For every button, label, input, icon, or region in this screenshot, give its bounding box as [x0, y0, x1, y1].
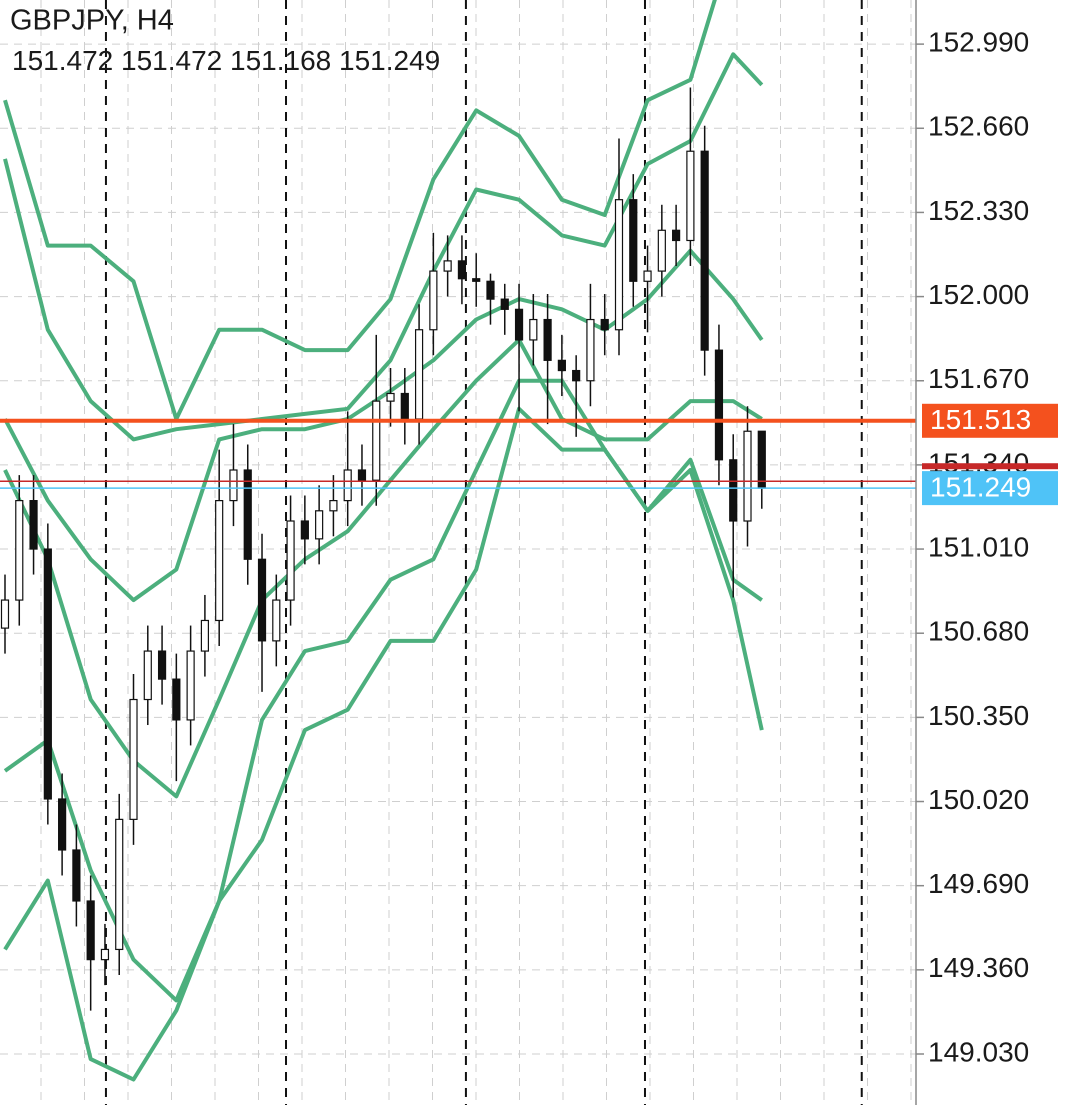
ohlc-close: 151.249	[339, 45, 440, 76]
candle-body	[315, 510, 324, 540]
price-marker	[922, 463, 1058, 470]
price-lines	[0, 418, 916, 489]
candle-body	[186, 650, 195, 721]
price-label: 151.513	[930, 404, 1031, 435]
candle-body	[686, 150, 695, 242]
price-axis: 149.030 149.360 149.690 150.020 150.350 150.6…	[916, 27, 1029, 1067]
candle-body	[0, 599, 10, 629]
price-labels: 151.513 151.249	[922, 403, 1058, 506]
y-tick-label: 149.690	[928, 868, 1029, 899]
y-tick-label: 150.020	[928, 784, 1029, 815]
y-tick-label: 149.360	[928, 952, 1029, 983]
candle-body	[600, 318, 609, 331]
band-line	[3, 0, 717, 421]
candle-body	[272, 599, 281, 642]
candle-body	[86, 900, 95, 961]
candle-body	[386, 392, 395, 402]
y-tick-label: 149.030	[928, 1036, 1029, 1067]
candle-body	[414, 329, 424, 420]
candle-body	[157, 650, 167, 680]
candle-body	[286, 520, 295, 601]
candle-body	[29, 500, 38, 550]
candle-body	[257, 558, 267, 642]
candle-body	[58, 798, 67, 851]
y-tick-label: 152.660	[928, 111, 1029, 142]
ohlc-high: 151.472	[121, 45, 222, 76]
candle-body	[672, 229, 681, 242]
candle-body	[757, 430, 766, 489]
candle-body	[43, 548, 52, 800]
y-tick-label: 151.010	[928, 531, 1029, 562]
y-tick-label: 152.330	[928, 195, 1029, 226]
ohlc-open: 151.472	[12, 45, 113, 76]
y-tick-label: 150.680	[928, 616, 1029, 647]
candle-body	[443, 260, 452, 272]
candle-body	[714, 349, 724, 461]
candle-body	[529, 318, 538, 341]
candle-body	[115, 818, 124, 951]
candle-body	[543, 318, 552, 361]
candle-body	[514, 308, 524, 341]
candle-body	[243, 469, 252, 560]
y-tick-label: 151.670	[928, 363, 1029, 394]
y-tick-label: 152.000	[928, 279, 1029, 310]
candle-body	[400, 392, 409, 420]
candle-body	[229, 469, 238, 502]
candle-body	[357, 469, 367, 481]
candle-body	[586, 318, 595, 382]
candle-body	[100, 948, 110, 961]
candle-body	[700, 150, 709, 351]
chart-title: GBPJPY, H4	[10, 5, 174, 37]
candle-body	[486, 280, 495, 300]
ohlc-header: 151.472 151.472 151.168 151.249	[12, 45, 440, 76]
price-label-box	[922, 471, 1058, 506]
candles	[0, 87, 766, 1011]
candle-body	[643, 270, 652, 282]
candle-body	[657, 229, 666, 272]
y-tick-label: 150.350	[928, 700, 1029, 731]
price-label: 151.249	[930, 471, 1031, 502]
candle-body	[614, 199, 624, 331]
band-line	[3, 406, 764, 1082]
grid	[0, 0, 916, 1105]
candle-body	[200, 619, 210, 652]
candle-body	[300, 520, 309, 540]
candle-body	[329, 500, 338, 512]
candle-body	[729, 459, 738, 522]
candle-body	[215, 500, 224, 622]
candle-body	[172, 678, 181, 721]
candle-body	[572, 369, 581, 382]
candle-body	[429, 270, 438, 331]
ohlc-low: 151.168	[230, 45, 331, 76]
candle-body	[15, 500, 24, 601]
candle-body	[129, 698, 138, 820]
candle-body	[472, 278, 481, 282]
band-line	[3, 52, 764, 442]
candle-body	[629, 199, 638, 282]
candle-body	[457, 260, 467, 280]
candle-body	[557, 359, 566, 372]
price-label-box	[922, 403, 1058, 438]
y-tick-label: 152.990	[928, 27, 1029, 58]
candle-body	[743, 430, 752, 522]
candle-body	[500, 298, 509, 310]
candle-body	[343, 469, 352, 502]
candle-body	[72, 849, 81, 902]
candle-body	[143, 650, 152, 701]
candle-body	[372, 400, 381, 481]
